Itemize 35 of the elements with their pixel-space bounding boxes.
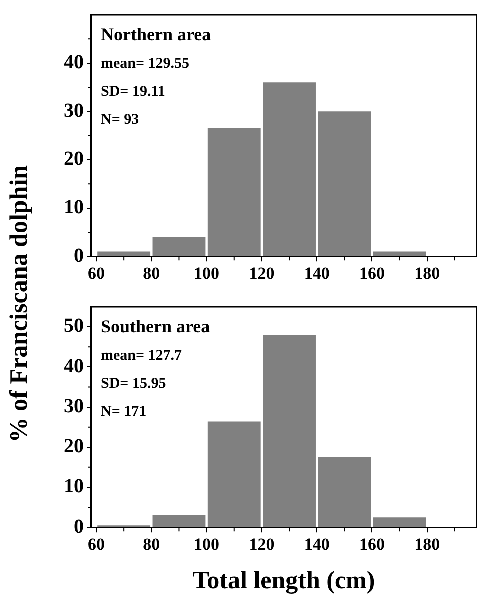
- x-tick-label: 160: [359, 535, 385, 554]
- x-tick-label: 140: [304, 535, 330, 554]
- text: Northern area: [101, 24, 212, 45]
- y-tick-label: 0: [74, 244, 84, 267]
- y-axis-title: % of Franciscana dolphin: [6, 164, 34, 442]
- x-tick-label: 100: [194, 535, 220, 554]
- annotation: SD= 19.11: [101, 84, 166, 100]
- x-tick-label: 180: [414, 264, 440, 284]
- x-tick-label: 80: [143, 264, 160, 284]
- x-tick-label: 80: [143, 535, 160, 554]
- y-tick-label: 0: [74, 516, 84, 538]
- y-tick-label: 10: [64, 196, 84, 218]
- y-tick-label: 30: [64, 100, 84, 122]
- x-tick-label: 60: [88, 264, 106, 284]
- y-tick-label: 30: [64, 395, 84, 418]
- y-tick-label: 20: [64, 148, 84, 170]
- annotation: mean= 127.7: [101, 348, 183, 364]
- annotation: N= 93: [101, 112, 140, 128]
- x-tick-label: 120: [249, 264, 275, 284]
- x-tick-label: 100: [194, 264, 220, 284]
- x-tick-label: 140: [304, 264, 330, 284]
- annotation: SD= 15.95: [101, 376, 166, 392]
- x-tick-label: 60: [88, 535, 106, 554]
- y-tick-label: 10: [64, 476, 84, 498]
- y-tick-label: 20: [64, 436, 84, 458]
- y-tick-label: 40: [64, 355, 84, 378]
- y-tick-label: 50: [64, 315, 84, 338]
- x-tick-label: 160: [359, 264, 385, 284]
- y-tick-label: 40: [64, 51, 84, 74]
- x-tick-label: 180: [414, 535, 440, 554]
- annotation: mean= 129.55: [101, 56, 190, 72]
- annotation: N= 171: [101, 404, 147, 420]
- x-tick-label: 120: [249, 535, 275, 554]
- x-axis-title: Total length (cm): [192, 567, 376, 594]
- text: Southern area: [101, 316, 210, 337]
